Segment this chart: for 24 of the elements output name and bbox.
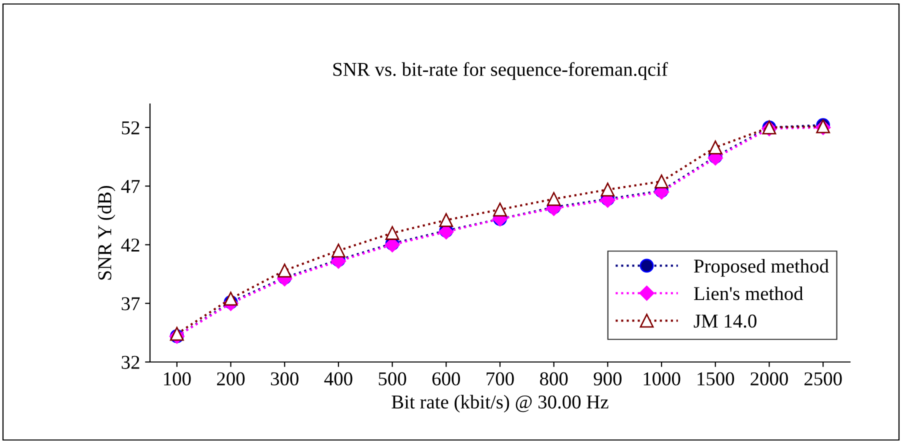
x-tick-label: 2500 xyxy=(804,372,842,386)
x-tick-label: 900 xyxy=(594,372,622,386)
chart-title: SNR vs. bit-rate for sequence-foreman.qcif xyxy=(333,62,668,80)
legend-label: Lien's method xyxy=(694,286,804,300)
x-tick-label: 300 xyxy=(270,372,298,386)
x-tick-label: 1000 xyxy=(644,372,680,386)
y-tick-label: 32 xyxy=(122,356,140,369)
x-tick-label: 2000 xyxy=(750,372,788,386)
legend-label: Proposed method xyxy=(694,259,829,277)
x-tick-label: 800 xyxy=(540,372,568,386)
x-tick-label: 600 xyxy=(432,372,460,386)
legend-label: JM 14.0 xyxy=(694,314,756,328)
y-tick-label: 47 xyxy=(121,180,140,193)
y-axis-title: SNR Y (dB) xyxy=(98,186,116,280)
y-tick-label: 52 xyxy=(122,121,140,134)
x-tick-label: 500 xyxy=(378,372,406,386)
y-tick-label: 42 xyxy=(121,238,140,252)
x-tick-label: 700 xyxy=(486,372,514,386)
x-tick-label: 400 xyxy=(324,372,352,386)
x-tick-label: 200 xyxy=(217,372,245,386)
x-tick-label: 1500 xyxy=(698,372,734,386)
y-tick-label: 37 xyxy=(122,297,140,310)
x-axis-title: Bit rate (kbit/s) @ 30.00 Hz xyxy=(392,394,608,413)
x-tick-label: 100 xyxy=(164,372,191,386)
